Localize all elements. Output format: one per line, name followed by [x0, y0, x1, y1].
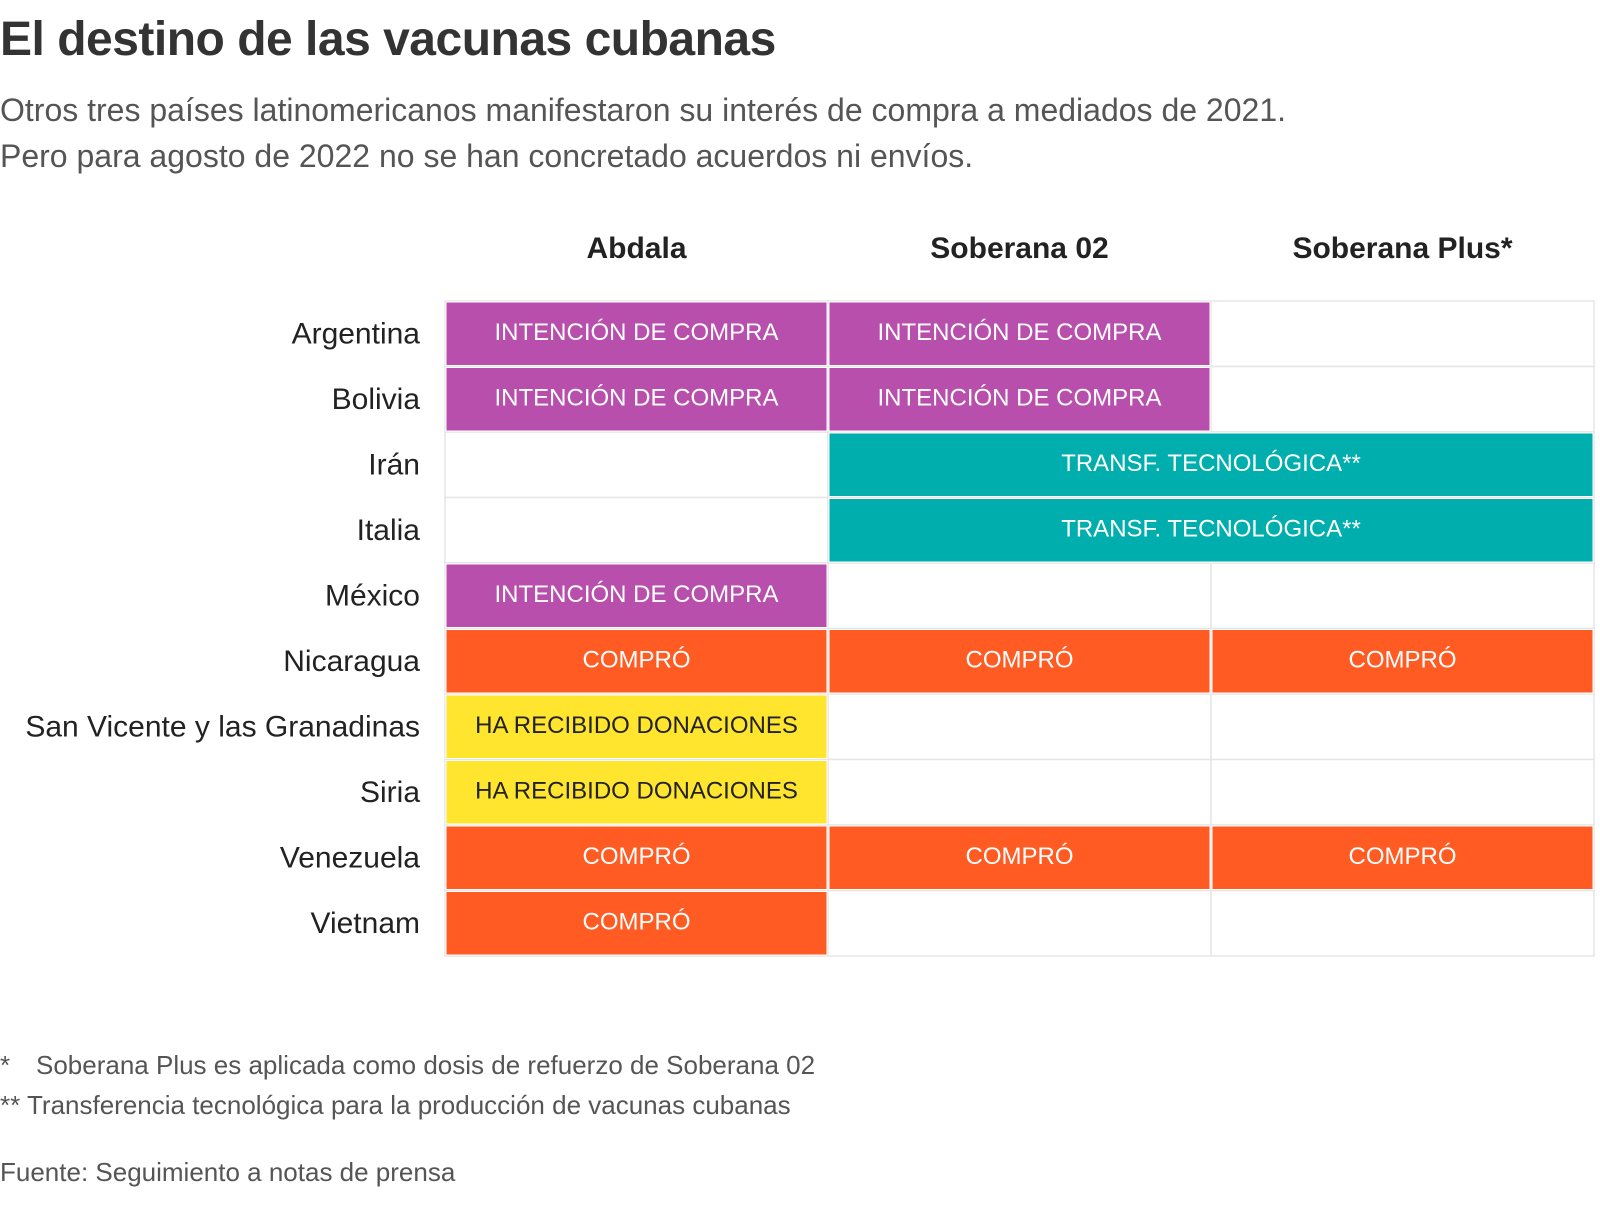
- cell-label-vietnam: COMPRÓ: [583, 909, 691, 936]
- row-label-nicaragua: Nicaragua: [283, 645, 420, 678]
- cell-label-san-vicente-y-las-granadinas: HA RECIBIDO DONACIONES: [475, 712, 798, 739]
- cell-label-venezuela: COMPRÓ: [1349, 843, 1457, 870]
- chart-title: El destino de las vacunas cubanas: [0, 13, 776, 66]
- cell-compro-venezuela: [1211, 825, 1594, 890]
- row-label-siria: Siria: [360, 776, 420, 809]
- vaccine-destination-table: Abdala Soberana 02 Soberana Plus* Argentina…: [25, 232, 1595, 957]
- cell-intencion-mexico: [445, 563, 828, 628]
- cell-intencion-bolivia: [445, 367, 828, 432]
- row-label-san-vicente-y-las-granadinas: San Vicente y las Granadinas: [25, 711, 420, 744]
- column-header-abdala: Abdala: [586, 232, 686, 265]
- grid-cell: [827, 562, 1212, 630]
- cell-label-nicaragua: COMPRÓ: [583, 647, 691, 674]
- cell-compro-nicaragua: [445, 629, 828, 694]
- cell-transf-iran: [828, 432, 1594, 497]
- chart-subtitle-line-1: Otros tres países latinomericanos manife…: [0, 92, 1286, 128]
- grid-cell: [444, 496, 829, 564]
- grid-cell: [827, 758, 1212, 826]
- cell-label-venezuela: COMPRÓ: [966, 843, 1074, 870]
- cell-intencion-argentina: [445, 301, 828, 366]
- footnote-transferencia: ** Transferencia tecnológica para la pro…: [0, 1090, 791, 1120]
- cell-label-iran: TRANSF. TECNOLÓGICA**: [1061, 450, 1361, 477]
- cell-label-bolivia: INTENCIÓN DE COMPRA: [877, 385, 1161, 412]
- cell-compro-nicaragua: [828, 629, 1211, 694]
- row-label-iran: Irán: [368, 449, 420, 482]
- source-note: Fuente: Seguimiento a notas de prensa: [0, 1157, 456, 1187]
- cell-intencion-argentina: [828, 301, 1211, 366]
- cell-label-mexico: INTENCIÓN DE COMPRA: [494, 581, 778, 608]
- grid-cell: [1210, 758, 1595, 826]
- cell-label-nicaragua: COMPRÓ: [1349, 647, 1457, 674]
- cell-compro-nicaragua: [1211, 629, 1594, 694]
- footnote-mark: *: [0, 1050, 11, 1080]
- grid-cell: [1210, 300, 1595, 368]
- cell-label-nicaragua: COMPRÓ: [966, 647, 1074, 674]
- cell-label-argentina: INTENCIÓN DE COMPRA: [877, 319, 1161, 346]
- footnote-soberana-plus: * Soberana Plus es aplicada como dosis de…: [0, 1050, 815, 1081]
- cell-label-italia: TRANSF. TECNOLÓGICA**: [1061, 516, 1361, 543]
- row-label-bolivia: Bolivia: [332, 383, 421, 416]
- cell-compro-venezuela: [445, 825, 828, 890]
- cell-transf-italia: [828, 498, 1594, 563]
- chart-subtitle-line-2: Pero para agosto de 2022 no se han concr…: [0, 138, 974, 174]
- cell-donaciones-san-vicente-y-las-granadinas: [445, 694, 828, 759]
- grid-cell: [827, 693, 1212, 761]
- column-header-soberana-plus: Soberana Plus*: [1292, 232, 1512, 265]
- cell-label-bolivia: INTENCIÓN DE COMPRA: [494, 385, 778, 412]
- grid-cell: [827, 889, 1212, 957]
- column-header-soberana-02: Soberana 02: [930, 232, 1108, 265]
- grid-cell: [1210, 562, 1595, 630]
- grid-cell: [1210, 889, 1595, 957]
- row-label-argentina: Argentina: [292, 318, 421, 351]
- cell-compro-venezuela: [828, 825, 1211, 890]
- row-label-mexico: México: [325, 580, 420, 613]
- cell-donaciones-siria: [445, 760, 828, 825]
- footnote-text: Soberana Plus es aplicada como dosis de …: [36, 1050, 816, 1080]
- row-label-vietnam: Vietnam: [310, 907, 420, 940]
- cell-label-venezuela: COMPRÓ: [583, 843, 691, 870]
- grid-cell: [1210, 693, 1595, 761]
- grid-cell: [444, 431, 829, 499]
- cell-label-siria: HA RECIBIDO DONACIONES: [475, 778, 798, 805]
- row-label-italia: Italia: [357, 514, 421, 547]
- cell-label-argentina: INTENCIÓN DE COMPRA: [494, 319, 778, 346]
- grid-cell: [1210, 365, 1595, 433]
- row-label-venezuela: Venezuela: [280, 842, 420, 875]
- cell-intencion-bolivia: [828, 367, 1211, 432]
- cell-compro-vietnam: [445, 891, 828, 956]
